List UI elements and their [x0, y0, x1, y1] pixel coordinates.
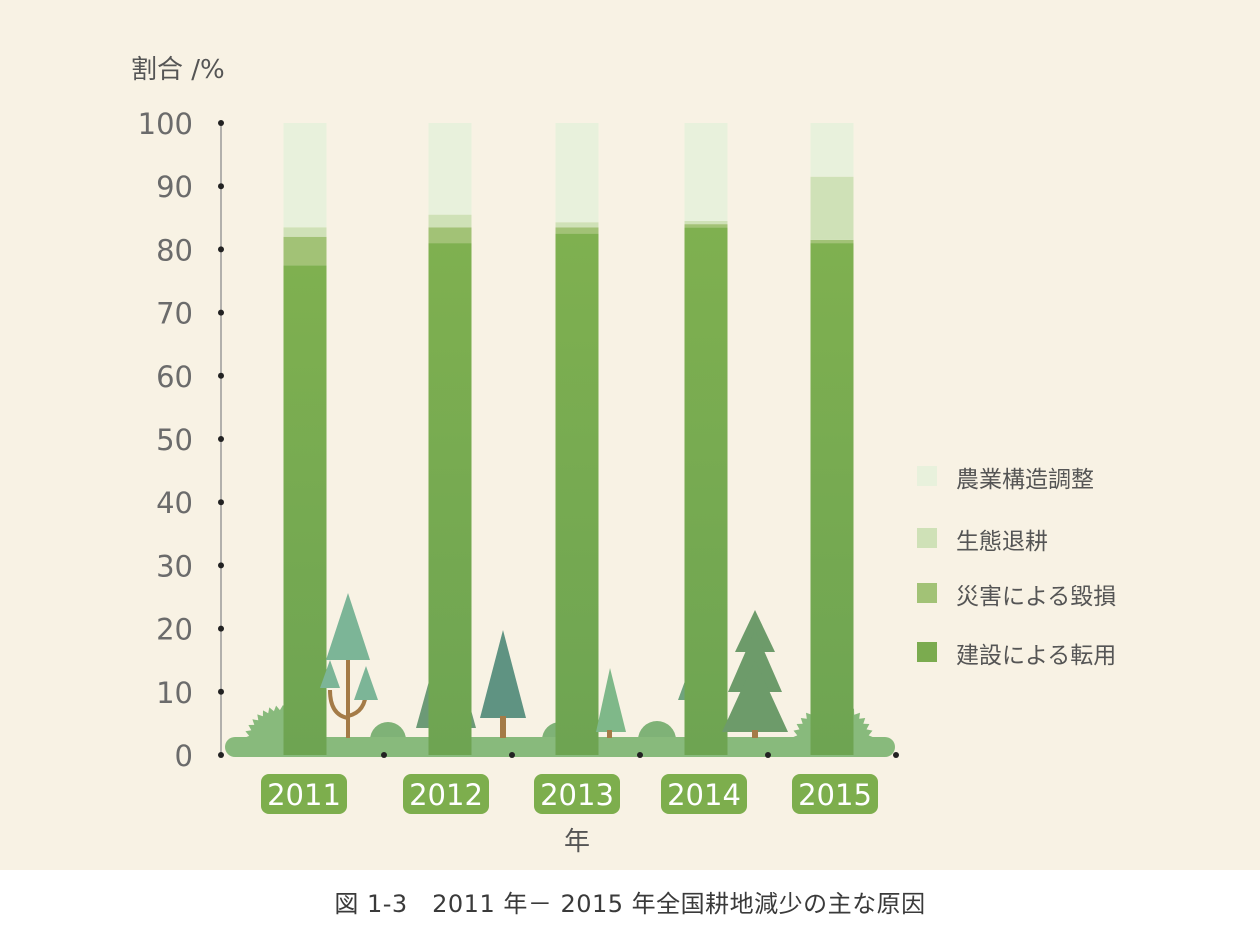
- bar-2011-series-0: [284, 265, 327, 755]
- tree-2012-right-trunk: [500, 716, 506, 738]
- y-tick-dot-70: [218, 310, 224, 316]
- x-axis-label: 年: [564, 827, 590, 857]
- y-tick-label-60: 60: [156, 360, 193, 394]
- y-tick-label-50: 50: [156, 423, 193, 457]
- bar-2012-series-3: [429, 123, 472, 215]
- y-tick-label-90: 90: [156, 170, 193, 204]
- axes-layer: 0 10 20 30 40 50 60 70 80 90 100 割合 /% 年 2011 2012 2013…: [131, 55, 899, 857]
- bar-2015-series-1: [811, 240, 854, 243]
- x-axis-dot-1: [509, 752, 515, 758]
- bar-2011-series-3: [284, 123, 327, 227]
- y-tick-dot-80: [218, 246, 224, 252]
- y-tick-dot-30: [218, 562, 224, 568]
- y-tick-label-20: 20: [156, 613, 193, 647]
- chart-panel: 0 10 20 30 40 50 60 70 80 90 100 割合 /% 年 2011 2012 2013…: [0, 0, 1260, 870]
- y-tick-dot-40: [218, 499, 224, 505]
- bar-2014-series-0: [685, 227, 728, 755]
- x-tick-label-2013: 2013: [540, 778, 614, 812]
- legend-label-1: 生態退耕: [956, 529, 1048, 555]
- bar-2013-series-1: [556, 227, 599, 233]
- x-tick-label-2012: 2012: [409, 778, 483, 812]
- x-axis-dot-4: [893, 752, 899, 758]
- caption-text: 図 1-3 2011 年－ 2015 年全国耕地減少の主な原因: [334, 884, 925, 919]
- bar-2015-series-0: [811, 243, 854, 755]
- bar-2014-series-2: [685, 221, 728, 224]
- tree-2013-right-trunk: [607, 730, 612, 738]
- y-tick-label-40: 40: [156, 486, 193, 520]
- x-tick-label-2015: 2015: [798, 778, 872, 812]
- x-tick-label-2011: 2011: [267, 778, 341, 812]
- y-tick-label-70: 70: [156, 297, 193, 331]
- bar-2015-series-3: [811, 123, 854, 177]
- y-tick-label-0: 0: [175, 739, 193, 773]
- y-tick-dot-90: [218, 183, 224, 189]
- bar-2014-series-3: [685, 123, 728, 221]
- bar-2011-series-1: [284, 237, 327, 265]
- bar-2013-series-3: [556, 123, 599, 222]
- stacked-bar-chart: 0 10 20 30 40 50 60 70 80 90 100 割合 /% 年 2011 2012 2013…: [0, 0, 1260, 870]
- y-tick-dot-20: [218, 626, 224, 632]
- pine-2014-trunk: [752, 730, 758, 738]
- y-tick-label-10: 10: [156, 676, 193, 710]
- y-axis-label: 割合 /%: [131, 55, 225, 85]
- figure-caption: 図 1-3 2011 年－ 2015 年全国耕地減少の主な原因: [0, 870, 1260, 933]
- bar-2012-series-1: [429, 227, 472, 243]
- tree-2011-right-leaf: [354, 666, 378, 700]
- tree-2011-branch-left: [330, 690, 348, 718]
- y-tick-dot-50: [218, 436, 224, 442]
- y-tick-dot-10: [218, 689, 224, 695]
- tree-2012-right: [480, 630, 526, 718]
- x-tick-label-2014: 2014: [667, 778, 741, 812]
- legend-label-3: 建設による転用: [956, 643, 1116, 669]
- legend-label-0: 農業構造調整: [956, 467, 1094, 493]
- bar-2013-series-0: [556, 234, 599, 755]
- bar-2013-series-2: [556, 222, 599, 227]
- bar-2015-series-2: [811, 177, 854, 240]
- legend-swatch-2: [917, 583, 937, 603]
- tree-2011-top: [326, 593, 370, 660]
- bar-2011-series-2: [284, 227, 327, 236]
- tree-2013-right: [596, 668, 626, 732]
- x-axis-dot-3: [765, 752, 771, 758]
- y-tick-label-30: 30: [156, 549, 193, 583]
- y-tick-label-100: 100: [138, 107, 193, 141]
- pine-2014-bottom: [722, 660, 788, 732]
- bar-2012-series-0: [429, 243, 472, 755]
- x-axis-dot-2: [637, 752, 643, 758]
- bar-2012-series-2: [429, 215, 472, 228]
- y-tick-label-80: 80: [156, 233, 193, 267]
- legend-swatch-3: [917, 642, 937, 662]
- x-axis-dot-0: [381, 752, 387, 758]
- y-tick-dot-100: [218, 120, 224, 126]
- y-tick-dot-60: [218, 373, 224, 379]
- bar-2014-series-1: [685, 224, 728, 227]
- legend-swatch-0: [917, 466, 937, 486]
- y-tick-dot-0: [218, 752, 224, 758]
- legend-label-2: 災害による毀損: [956, 584, 1116, 610]
- legend-swatch-1: [917, 528, 937, 548]
